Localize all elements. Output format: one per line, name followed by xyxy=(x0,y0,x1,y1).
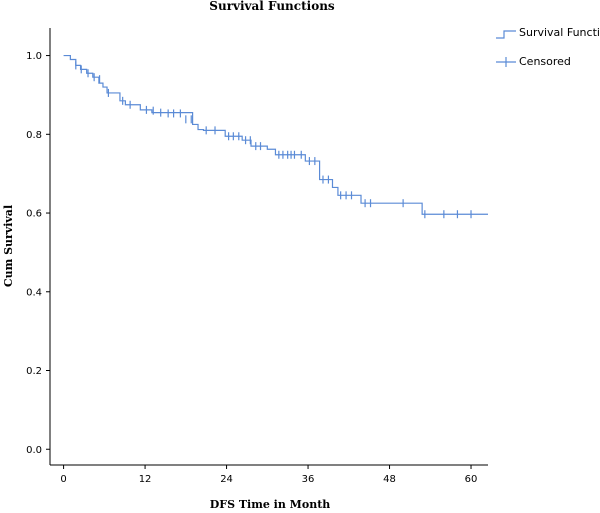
chart-title: Survival Functions xyxy=(209,0,335,13)
x-tick-label: 12 xyxy=(139,474,152,485)
y-tick-label: 0.4 xyxy=(26,287,42,298)
x-tick-label: 36 xyxy=(302,474,315,485)
y-tick-label: 0.2 xyxy=(26,366,42,377)
legend-step-swatch xyxy=(496,30,516,39)
y-ticks: 0.0 0.2 0.4 0.6 0.8 1.0 xyxy=(26,51,50,456)
x-axis-label: DFS Time in Month xyxy=(210,498,331,511)
x-tick-label: 48 xyxy=(383,474,396,485)
plot-area: 0 12 24 36 48 60 0.0 0.2 0.4 0.6 0.8 1.0 xyxy=(26,28,488,485)
legend-item-survival-function: Survival Function xyxy=(496,26,600,39)
x-tick-label: 0 xyxy=(60,474,66,485)
y-axis-label: Cum Survival xyxy=(2,205,15,287)
x-tick-label: 24 xyxy=(220,474,233,485)
legend-label-survival-function: Survival Function xyxy=(519,26,600,39)
x-ticks: 0 12 24 36 48 60 xyxy=(60,465,477,485)
legend-label-censored: Censored xyxy=(519,55,571,68)
legend-item-censored: Censored xyxy=(496,55,571,68)
survival-function-line xyxy=(63,54,488,215)
y-tick-label: 1.0 xyxy=(26,51,42,62)
y-tick-label: 0.6 xyxy=(26,209,42,220)
censored-marks xyxy=(75,61,472,219)
y-tick-label: 0.0 xyxy=(26,445,42,456)
y-tick-label: 0.8 xyxy=(26,130,42,141)
legend: Survival Function Censored xyxy=(496,26,600,68)
x-tick-label: 60 xyxy=(465,474,478,485)
